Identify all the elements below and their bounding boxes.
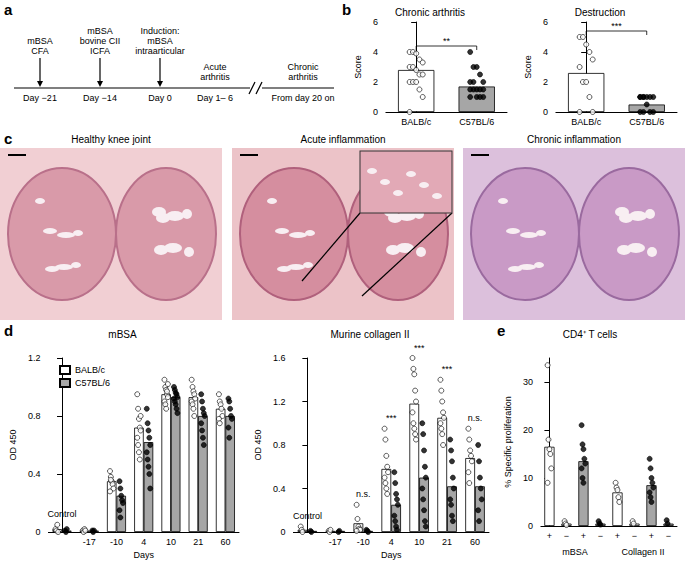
svg-text:Score: Score [523, 55, 533, 79]
svg-text:10: 10 [166, 537, 176, 547]
svg-text:From day 20 on: From day 20 on [271, 93, 334, 103]
html-text:b: b [342, 1, 352, 18]
svg-text:60: 60 [470, 537, 480, 547]
svg-text:0: 0 [280, 527, 285, 537]
svg-text:Collagen II: Collagen II [621, 547, 664, 557]
svg-text:1.2: 1.2 [28, 353, 41, 363]
svg-text:Acute: Acute [203, 62, 226, 72]
svg-text:Day 0: Day 0 [148, 93, 172, 103]
svg-text:bovine CII: bovine CII [80, 36, 121, 46]
svg-text:mBSA: mBSA [87, 26, 113, 36]
svg-text:0.8: 0.8 [273, 440, 286, 450]
svg-text:BALB/c: BALB/c [75, 365, 106, 375]
svg-text:OD 450: OD 450 [253, 429, 263, 460]
svg-text:***: *** [442, 364, 453, 374]
svg-text:20: 20 [523, 425, 533, 435]
svg-text:C57BL/6: C57BL/6 [75, 378, 110, 388]
svg-text:Acute inflammation: Acute inflammation [300, 134, 385, 145]
svg-text:n.s.: n.s. [468, 413, 483, 423]
svg-text:21: 21 [442, 537, 452, 547]
svg-text:***: *** [611, 21, 622, 31]
svg-text:CD4⁺ T cells: CD4⁺ T cells [563, 329, 617, 340]
html-text:a: a [4, 1, 13, 18]
svg-text:BALB/c: BALB/c [401, 117, 432, 127]
svg-text:Control: Control [292, 511, 322, 522]
svg-text:0.4: 0.4 [28, 469, 41, 479]
svg-text:30: 30 [523, 377, 533, 387]
svg-text:2: 2 [373, 77, 378, 87]
svg-text:+: + [581, 531, 586, 541]
svg-text:−: − [632, 531, 637, 541]
svg-text:***: *** [386, 413, 397, 423]
svg-text:Days: Days [381, 550, 402, 560]
svg-text:arthritis: arthritis [288, 72, 318, 82]
svg-text:% Specific proliferation: % Specific proliferation [503, 396, 513, 488]
svg-text:0.4: 0.4 [273, 484, 286, 494]
svg-text:Score: Score [353, 55, 363, 79]
svg-text:arthritis: arthritis [200, 72, 230, 82]
svg-text:−: − [564, 531, 569, 541]
svg-text:4: 4 [141, 537, 146, 547]
svg-text:0: 0 [528, 521, 533, 531]
svg-text:intraarticular: intraarticular [135, 46, 185, 56]
svg-text:-17: -17 [83, 537, 96, 547]
svg-text:mBSA: mBSA [147, 36, 173, 46]
html-text:e: e [497, 322, 506, 339]
svg-text:10: 10 [414, 537, 424, 547]
svg-text:CFA: CFA [31, 46, 49, 56]
svg-text:C57BL/6: C57BL/6 [459, 117, 494, 127]
svg-text:***: *** [414, 343, 425, 353]
svg-text:**: ** [443, 36, 451, 46]
svg-text:Day −21: Day −21 [23, 93, 57, 103]
svg-text:1.6: 1.6 [273, 353, 286, 363]
svg-text:-10: -10 [357, 537, 370, 547]
html-text:d: d [4, 322, 14, 339]
svg-text:Murine collagen II: Murine collagen II [331, 329, 410, 340]
svg-text:Control: Control [47, 509, 77, 520]
svg-text:−: − [666, 531, 671, 541]
svg-text:+: + [649, 531, 654, 541]
svg-text:6: 6 [373, 17, 378, 27]
svg-text:Day −14: Day −14 [83, 93, 117, 103]
svg-text:OD 450: OD 450 [8, 429, 18, 460]
svg-text:mBSA: mBSA [108, 329, 137, 340]
svg-text:−: − [598, 531, 603, 541]
svg-text:60: 60 [220, 537, 230, 547]
svg-text:4: 4 [543, 47, 548, 57]
svg-text:C57BL/6: C57BL/6 [629, 117, 664, 127]
svg-text:1.2: 1.2 [273, 397, 286, 407]
svg-text:+: + [615, 531, 620, 541]
svg-text:-17: -17 [329, 537, 342, 547]
svg-text:Chronic arthritis: Chronic arthritis [395, 7, 465, 18]
svg-text:mBSA: mBSA [27, 36, 53, 46]
svg-text:Chronic inflammation: Chronic inflammation [527, 134, 621, 145]
svg-text:0.8: 0.8 [28, 411, 41, 421]
svg-text:4: 4 [389, 537, 394, 547]
html-text:c: c [4, 130, 13, 147]
svg-text:0: 0 [35, 527, 40, 537]
svg-text:4: 4 [373, 47, 378, 57]
svg-text:ICFA: ICFA [90, 46, 110, 56]
svg-text:0: 0 [373, 107, 378, 117]
svg-text:Healthy knee joint: Healthy knee joint [71, 134, 151, 145]
svg-text:+: + [547, 531, 552, 541]
svg-text:BALB/c: BALB/c [571, 117, 602, 127]
svg-text:Chronic: Chronic [287, 62, 319, 72]
svg-text:21: 21 [193, 537, 203, 547]
svg-text:10: 10 [523, 473, 533, 483]
svg-text:Days: Days [133, 550, 154, 560]
svg-text:2: 2 [543, 77, 548, 87]
svg-text:0: 0 [543, 107, 548, 117]
svg-text:-10: -10 [110, 537, 123, 547]
svg-text:n.s.: n.s. [356, 489, 371, 499]
svg-text:mBSA: mBSA [562, 547, 588, 557]
svg-text:Day 1– 6: Day 1– 6 [197, 93, 233, 103]
svg-text:6: 6 [543, 17, 548, 27]
svg-text:Destruction: Destruction [575, 7, 626, 18]
svg-text:Induction:: Induction: [140, 26, 179, 36]
